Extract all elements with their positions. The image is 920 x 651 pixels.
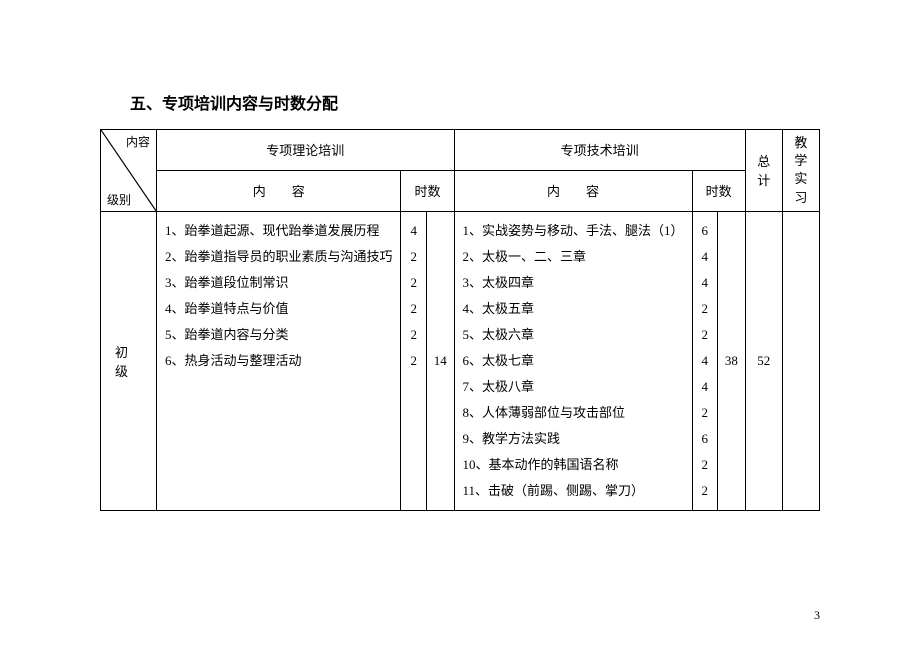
page-number: 3 xyxy=(814,608,820,623)
theory-item: 4、跆拳道特点与价值 xyxy=(165,296,393,322)
tech-hour: 2 xyxy=(697,322,713,348)
tech-hour: 6 xyxy=(697,218,713,244)
tech-item: 10、基本动作的韩国语名称 xyxy=(463,452,684,478)
diag-bottom-label: 级别 xyxy=(107,191,131,208)
tech-hour: 2 xyxy=(697,400,713,426)
theory-hour: 2 xyxy=(405,296,421,322)
practice-line2: 实习 xyxy=(794,171,807,204)
tech-item: 1、实战姿势与移动、手法、腿法（1） xyxy=(463,218,684,244)
tech-item: 5、太极六章 xyxy=(463,322,684,348)
theory-item: 3、跆拳道段位制常识 xyxy=(165,270,393,296)
practice-line1: 教学 xyxy=(794,135,807,168)
theory-item: 5、跆拳道内容与分类 xyxy=(165,322,393,348)
tech-item: 6、太极七章 xyxy=(463,348,684,374)
total-header: 总计 xyxy=(745,130,782,212)
theory-hour: 2 xyxy=(405,348,421,374)
tech-hours-cell: 6 4 4 2 2 4 4 2 6 2 2 xyxy=(692,211,717,510)
tech-hour: 2 xyxy=(697,296,713,322)
total-cell: 52 xyxy=(745,211,782,510)
tech-item: 4、太极五章 xyxy=(463,296,684,322)
tech-content-label: 内 容 xyxy=(454,170,692,211)
theory-header: 专项理论培训 xyxy=(156,130,454,171)
theory-hour: 2 xyxy=(405,244,421,270)
tech-item: 2、太极一、二、三章 xyxy=(463,244,684,270)
theory-content-label: 内 容 xyxy=(156,170,401,211)
theory-hour: 2 xyxy=(405,322,421,348)
tech-hour: 4 xyxy=(697,270,713,296)
theory-hour: 4 xyxy=(405,218,421,244)
tech-item: 8、人体薄弱部位与攻击部位 xyxy=(463,400,684,426)
tech-hour: 2 xyxy=(697,452,713,478)
diagonal-header-cell: 内容 级别 xyxy=(101,130,157,212)
tech-header: 专项技术培训 xyxy=(454,130,745,171)
tech-item: 11、击破（前踢、侧踢、掌刀） xyxy=(463,478,684,504)
tech-hour: 4 xyxy=(697,374,713,400)
practice-header: 教学 实习 xyxy=(782,130,819,212)
training-table: 内容 级别 专项理论培训 专项技术培训 总计 教学 实习 内 容 时数 内 容 … xyxy=(100,129,820,511)
theory-item: 6、热身活动与整理活动 xyxy=(165,348,393,374)
theory-item: 1、跆拳道起源、现代跆拳道发展历程 xyxy=(165,218,393,244)
tech-subtotal-cell: 38 xyxy=(718,211,746,510)
theory-item: 2、跆拳道指导员的职业素质与沟通技巧 xyxy=(165,244,393,270)
section-title: 五、专项培训内容与时数分配 xyxy=(130,90,820,114)
tech-hour: 4 xyxy=(697,244,713,270)
tech-item: 3、太极四章 xyxy=(463,270,684,296)
tech-hour: 2 xyxy=(697,478,713,504)
practice-cell xyxy=(782,211,819,510)
tech-hour: 4 xyxy=(697,348,713,374)
theory-hours-cell: 4 2 2 2 2 2 xyxy=(401,211,426,510)
tech-content-cell: 1、实战姿势与移动、手法、腿法（1） 2、太极一、二、三章 3、太极四章 4、太… xyxy=(454,211,692,510)
theory-subtotal-cell: 14 xyxy=(426,211,454,510)
tech-hour: 6 xyxy=(697,426,713,452)
theory-hour: 2 xyxy=(405,270,421,296)
theory-content-cell: 1、跆拳道起源、现代跆拳道发展历程 2、跆拳道指导员的职业素质与沟通技巧 3、跆… xyxy=(156,211,401,510)
tech-hours-label: 时数 xyxy=(692,170,745,211)
level-cell: 初级 xyxy=(101,211,157,510)
tech-item: 7、太极八章 xyxy=(463,374,684,400)
theory-hours-label: 时数 xyxy=(401,170,454,211)
tech-item: 9、教学方法实践 xyxy=(463,426,684,452)
diag-top-label: 内容 xyxy=(126,133,150,150)
